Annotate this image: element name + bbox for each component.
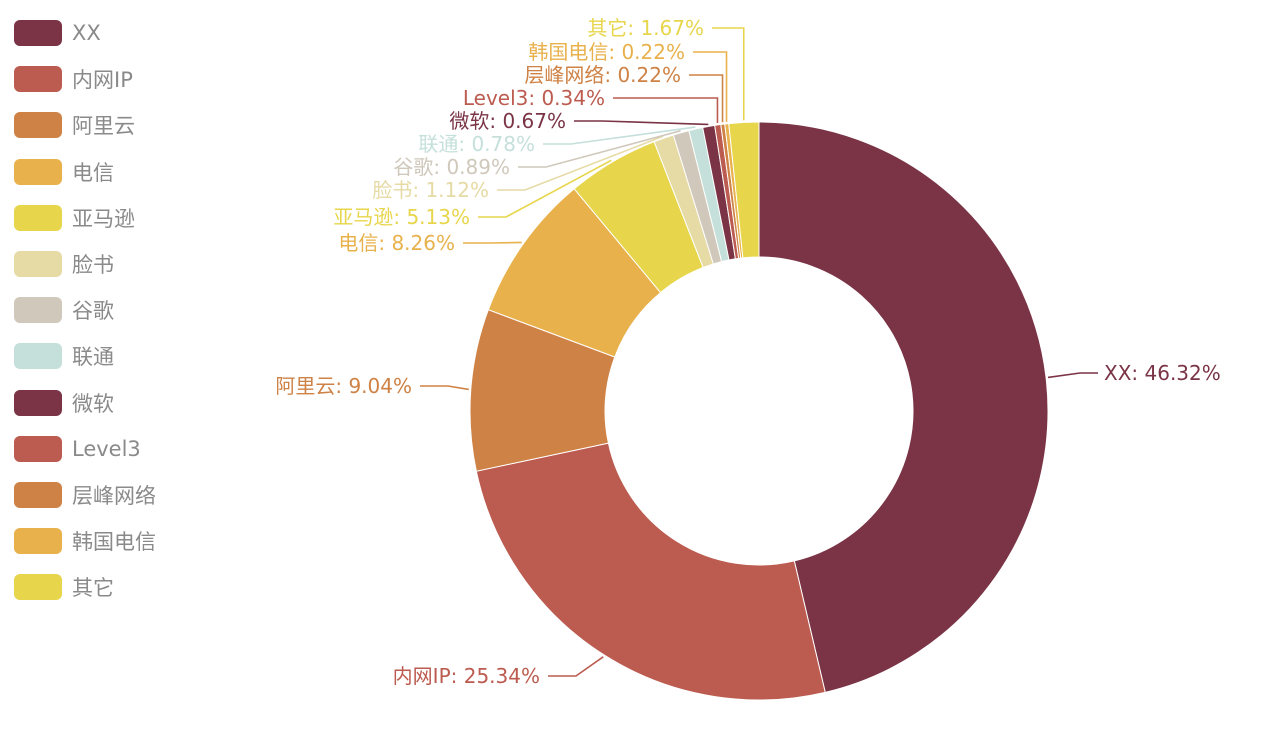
data-label-11: 韩国电信: 0.22%	[528, 40, 685, 64]
legend-label: 亚马逊	[72, 206, 135, 231]
legend-item-4[interactable]: 亚马逊	[14, 204, 135, 232]
data-labels: XX: 46.32% 内网IP: 25.34% 阿里云: 9.04% 电信: 8.26…	[275, 16, 1220, 688]
leader-line-7	[543, 126, 696, 145]
legend-item-0[interactable]: XX	[14, 19, 101, 47]
legend-label: 谷歌	[72, 299, 114, 324]
legend-swatch	[14, 343, 62, 370]
legend-swatch	[14, 112, 62, 139]
legend-item-2[interactable]: 阿里云	[14, 111, 135, 139]
legend-swatch	[14, 528, 62, 555]
legend-label: 微软	[72, 391, 114, 416]
data-label-3: 电信: 8.26%	[338, 231, 455, 255]
slice-0[interactable]	[758, 121, 1049, 693]
leader-line-4	[478, 159, 612, 218]
leader-line-6	[518, 130, 681, 168]
data-label-0: XX: 46.32%	[1104, 361, 1221, 385]
legend-label: XX	[72, 21, 101, 45]
legend-label: 内网IP	[72, 68, 133, 93]
data-label-10: 层峰网络: 0.22%	[524, 63, 681, 87]
legend-item-3[interactable]: 电信	[14, 158, 114, 186]
legend-swatch	[14, 435, 62, 462]
legend-item-10[interactable]: 层峰网络	[14, 481, 156, 509]
legend-item-12[interactable]: 其它	[14, 573, 114, 601]
legend-label: 电信	[72, 160, 114, 185]
legend-label: 层峰网络	[72, 484, 156, 508]
legend-label: 阿里云	[72, 114, 135, 139]
legend-item-1[interactable]: 内网IP	[14, 65, 133, 93]
leader-line-12	[712, 27, 745, 121]
legend-swatch	[14, 251, 62, 277]
legend-swatch	[14, 574, 62, 601]
legend-label: 联通	[72, 345, 114, 370]
legend-swatch	[14, 158, 62, 185]
legend-swatch	[14, 20, 62, 46]
leader-line-8	[574, 120, 709, 126]
slices	[469, 121, 1049, 701]
leader-line-1	[548, 656, 604, 677]
leader-line-11	[693, 51, 728, 122]
leader-line-5	[497, 135, 664, 191]
leader-line-0	[1047, 372, 1098, 379]
leader-line-2	[420, 385, 469, 391]
legend-swatch	[14, 297, 62, 324]
data-label-12: 其它: 1.67%	[587, 16, 704, 40]
legend-item-6[interactable]: 谷歌	[14, 296, 114, 324]
legend-label: 其它	[72, 576, 114, 601]
data-label-4: 亚马逊: 5.13%	[333, 205, 470, 229]
legend-item-9[interactable]: Level3	[14, 435, 141, 463]
slice-12[interactable]	[728, 121, 760, 259]
data-label-6: 谷歌: 0.89%	[393, 155, 510, 179]
legend-item-7[interactable]: 联通	[14, 342, 114, 370]
legend-swatch	[14, 482, 62, 508]
legend-label: 韩国电信	[72, 530, 156, 555]
slice-1[interactable]	[475, 442, 826, 701]
legend-swatch	[14, 66, 62, 93]
data-label-8: 微软: 0.67%	[449, 109, 566, 133]
leader-line-3	[463, 241, 522, 244]
leader-line-10	[689, 74, 724, 123]
legend-swatch	[14, 204, 62, 231]
legend-item-8[interactable]: 微软	[14, 389, 114, 417]
data-label-2: 阿里云: 9.04%	[275, 374, 412, 398]
legend-swatch	[14, 389, 62, 416]
data-label-1: 内网IP: 25.34%	[393, 664, 540, 688]
legend-item-11[interactable]: 韩国电信	[14, 527, 156, 555]
legend-label: 脸书	[72, 253, 114, 277]
data-label-9: Level3: 0.34%	[463, 86, 605, 110]
legend-item-5[interactable]: 脸书	[14, 250, 114, 278]
leader-line-9	[613, 97, 719, 123]
data-label-7: 联通: 0.78%	[418, 132, 535, 156]
data-label-5: 脸书: 1.12%	[372, 178, 489, 202]
legend-label: Level3	[72, 436, 141, 461]
